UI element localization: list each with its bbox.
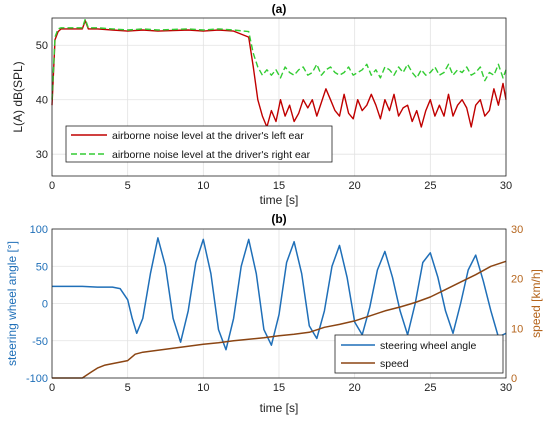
panel-a-x-tick-label: 0	[49, 180, 55, 192]
panel-b-x-tick-label: 0	[49, 382, 55, 394]
panel-a-legend-box	[65, 125, 333, 163]
panel-b-left-y-ticks: -100 -50 0 50 100	[26, 224, 48, 385]
panel-a-title: (a)	[272, 2, 287, 16]
panel-b-left-y-tick-label: -100	[26, 373, 48, 385]
panel-b-right-y-axis-label: speed [km/h]	[529, 269, 543, 338]
panel-b-right-y-ticks: 0 10 20 30	[511, 224, 523, 385]
panel-a-x-tick-label: 25	[424, 180, 436, 192]
panel-b-left-y-tick-label: 0	[42, 299, 48, 311]
panel-b-x-tick-label: 10	[197, 382, 209, 394]
panel-b-axes-frame	[51, 228, 507, 379]
panel-a-x-tick-label: 5	[125, 180, 131, 192]
panel-b-legend: steering wheel angle speed	[334, 334, 504, 374]
panel-b-x-tick-label: 20	[349, 382, 361, 394]
panel-b-x-tick-label: 5	[125, 382, 131, 394]
panel-b-right-y-tick-label: 30	[511, 224, 523, 236]
panel-a: 0 5 10 15 20 25 30 30 40 50 (a) time [s] L(A) dB…	[11, 2, 512, 207]
panel-a-y-ticks: 30 40 50	[36, 40, 48, 161]
legend-label-left-ear: airborne noise level at the driver's lef…	[112, 130, 304, 142]
panel-a-x-tick-label: 10	[197, 180, 209, 192]
panel-b-x-tick-label: 15	[273, 382, 285, 394]
panel-b-legend-box	[334, 334, 504, 374]
panel-b-left-y-axis-label: steering wheel angle [°]	[5, 241, 19, 366]
panel-a-lines	[51, 18, 507, 128]
panel-b-x-ticks: 0 5 10 15 20 25 30	[49, 382, 512, 394]
panel-b-lines	[52, 237, 507, 379]
panel-b-right-y-tick-label: 10	[511, 323, 523, 335]
panel-b-title: (b)	[271, 212, 286, 226]
panel-b-left-y-tick-label: 100	[30, 224, 48, 236]
panel-a-y-tick-label: 50	[36, 40, 48, 52]
series-line-steering-wheel-angle	[52, 237, 507, 351]
legend-label-right-ear: airborne noise level at the driver's rig…	[112, 149, 311, 161]
series-line-speed	[52, 260, 507, 379]
panel-b-left-y-tick-label: 50	[36, 261, 48, 273]
panel-b-right-y-tick-label: 20	[511, 274, 523, 286]
panel-a-x-tick-label: 30	[500, 180, 512, 192]
panel-b-x-tick-label: 25	[424, 382, 436, 394]
series-line-right-ear	[51, 18, 507, 100]
panel-a-x-axis-label: time [s]	[260, 193, 299, 207]
panel-b: 0 5 10 15 20 25 30 -100 -50 0 50 100 0 10 20 30 (b) t…	[5, 212, 543, 415]
panel-a-y-tick-label: 40	[36, 95, 48, 107]
panel-a-x-tick-label: 15	[273, 180, 285, 192]
panel-b-x-axis-label: time [s]	[260, 401, 299, 415]
panel-a-x-tick-label: 20	[349, 180, 361, 192]
series-line-left-ear	[51, 20, 507, 128]
panel-b-left-y-tick-label: -50	[32, 336, 48, 348]
panel-a-y-axis-label: L(A) dB(SPL)	[11, 61, 25, 132]
panel-b-right-y-tick-label: 0	[511, 373, 517, 385]
panel-a-legend: airborne noise level at the driver's lef…	[65, 125, 333, 163]
panel-a-x-ticks: 0 5 10 15 20 25 30	[49, 180, 512, 192]
panel-b-x-tick-label: 30	[500, 382, 512, 394]
panel-a-axes-frame	[51, 17, 507, 177]
panel-a-y-tick-label: 30	[36, 149, 48, 161]
legend-label-speed: speed	[380, 358, 409, 370]
legend-label-steering-wheel-angle: steering wheel angle	[380, 340, 476, 352]
